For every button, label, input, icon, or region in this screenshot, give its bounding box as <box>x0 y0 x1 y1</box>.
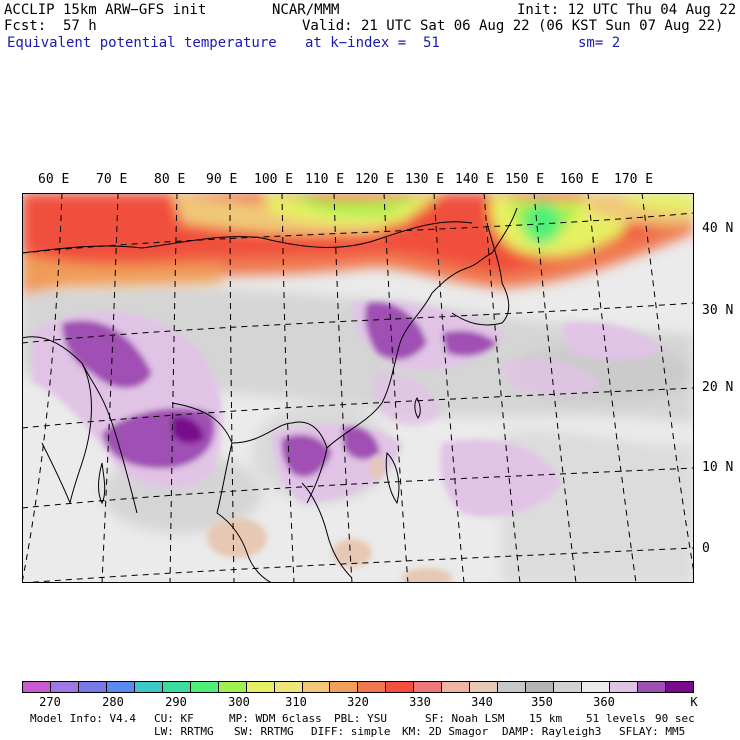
colorbar-tick: 340 <box>471 695 493 709</box>
lat-label: 40 N <box>702 221 734 236</box>
colorbar-swatch <box>637 682 666 692</box>
lat-label: 0 <box>702 541 710 556</box>
colorbar-tick: 320 <box>347 695 369 709</box>
sw-scheme: SW: RRTMG <box>234 725 294 738</box>
lon-label: 70 E <box>96 172 128 187</box>
lon-label: 110 E <box>305 172 345 187</box>
lon-label: 90 E <box>206 172 238 187</box>
colorbar-swatch <box>582 682 611 692</box>
colorbar-tick: 280 <box>102 695 124 709</box>
colorbar-swatch <box>665 682 693 692</box>
colorbar-swatch <box>610 682 638 692</box>
colorbar-swatch <box>358 682 387 692</box>
sflay-option: SFLAY: MM5 <box>619 725 686 738</box>
colorbar-swatch <box>498 682 527 692</box>
lat-label: 20 N <box>702 380 734 395</box>
lon-label: 80 E <box>154 172 186 187</box>
model-title: ACCLIP 15km ARW−GFS init <box>4 2 207 18</box>
levels: 51 levels <box>586 712 646 725</box>
valid-time: Valid: 21 UTC Sat 06 Aug 22 (06 KST Sun … <box>302 18 724 34</box>
lat-label: 30 N <box>702 303 734 318</box>
colorbar-swatch <box>554 682 583 692</box>
pbl-scheme: PBL: YSU <box>334 712 387 725</box>
damp-option: DAMP: Rayleigh3 <box>502 725 602 738</box>
colorbar-tick: 350 <box>531 695 553 709</box>
colorbar-tick: 290 <box>165 695 187 709</box>
init-time: Init: 12 UTC Thu 04 Aug 22 <box>517 2 737 18</box>
colorbar-swatch <box>50 682 79 692</box>
resolution: 15 km <box>529 712 563 725</box>
colorbar-swatch <box>386 682 415 692</box>
diff-option: DIFF: simple <box>311 725 391 738</box>
colorbar-swatch <box>302 682 331 692</box>
lon-label: 170 E <box>614 172 654 187</box>
colorbar-swatch <box>470 682 499 692</box>
colorbar-swatch <box>274 682 303 692</box>
colorbar-tick: 360 <box>593 695 615 709</box>
lon-label: 160 E <box>560 172 600 187</box>
cu-scheme: CU: KF <box>154 712 194 725</box>
colorbar-swatch <box>414 682 443 692</box>
colorbar <box>22 681 694 693</box>
lon-label: 120 E <box>355 172 395 187</box>
smoothing-label: sm= 2 <box>578 35 621 51</box>
colorbar-swatch <box>526 682 555 692</box>
model-info: Model Info: V4.4 <box>30 712 136 725</box>
fcst-label: Fcst: <box>4 18 47 34</box>
colorbar-swatch <box>330 682 359 692</box>
colorbar-tick: 300 <box>228 695 250 709</box>
timestep: 90 sec <box>655 712 695 725</box>
theta-e-map <box>22 193 694 583</box>
colorbar-tick: 270 <box>39 695 61 709</box>
colorbar-swatch <box>442 682 471 692</box>
fcst-value: 57 h <box>63 18 97 34</box>
sf-scheme: SF: Noah LSM <box>425 712 505 725</box>
org-label: NCAR/MMM <box>272 2 340 18</box>
colorbar-swatch <box>23 682 51 692</box>
colorbar-swatch <box>106 682 135 692</box>
lon-label: 100 E <box>254 172 294 187</box>
colorbar-swatch <box>134 682 163 692</box>
lon-label: 130 E <box>405 172 445 187</box>
colorbar-swatch <box>162 682 191 692</box>
colorbar-swatch <box>190 682 219 692</box>
colorbar-swatch <box>78 682 107 692</box>
colorbar-swatch <box>218 682 247 692</box>
level-label: at k−index = 51 <box>305 35 440 51</box>
km-option: KM: 2D Smagor <box>402 725 489 738</box>
lon-label: 150 E <box>505 172 545 187</box>
field-name: Equivalent potential temperature <box>7 35 277 51</box>
colorbar-unit: K <box>690 695 698 709</box>
colorbar-swatch <box>246 682 275 692</box>
lon-label: 140 E <box>455 172 495 187</box>
lon-label: 60 E <box>38 172 70 187</box>
colorbar-tick: 310 <box>285 695 307 709</box>
colorbar-tick: 330 <box>409 695 431 709</box>
lat-label: 10 N <box>702 460 734 475</box>
mp-scheme: MP: WDM 6class <box>229 712 322 725</box>
lw-scheme: LW: RRTMG <box>154 725 214 738</box>
